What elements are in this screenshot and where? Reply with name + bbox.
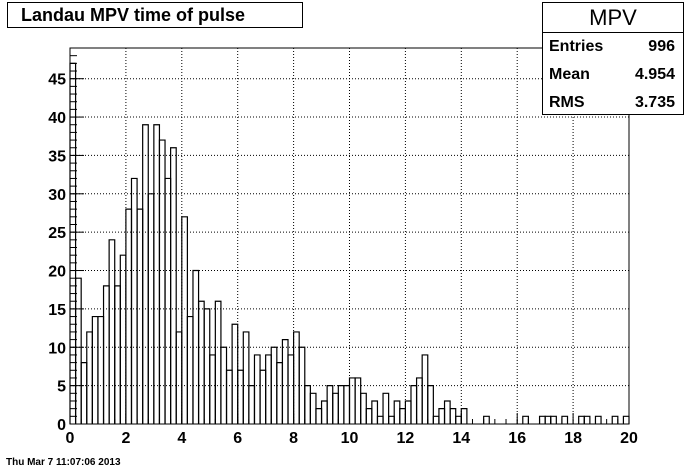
y-tick-label: 0: [57, 417, 66, 434]
histogram-bin: [242, 331, 250, 424]
histogram-bin: [427, 385, 434, 424]
histogram-bin: [69, 62, 77, 424]
x-tick-label: 12: [397, 430, 415, 447]
histogram-bin: [382, 392, 390, 424]
histogram-bin: [483, 415, 490, 424]
y-tick-label: 45: [48, 72, 66, 89]
histogram-bin: [522, 415, 529, 424]
stats-row-rms: RMS 3.735: [543, 89, 683, 117]
stats-row-entries: Entries 996: [543, 33, 683, 61]
x-tick-label: 8: [289, 430, 298, 447]
x-tick-label: 20: [620, 430, 638, 447]
histogram-bin: [170, 147, 177, 424]
histogram-bin: [550, 415, 557, 424]
histogram-bin: [611, 415, 619, 424]
histogram-bin: [622, 415, 630, 424]
stats-mean-label: Mean: [549, 66, 590, 83]
chart-title: Landau MPV time of pulse: [7, 2, 303, 28]
histogram-bin: [460, 408, 468, 424]
stats-entries-value: 996: [648, 38, 675, 55]
y-tick-label: 20: [48, 264, 66, 281]
y-tick-label: 10: [48, 340, 66, 357]
histogram-bin: [594, 415, 602, 424]
histogram-bin: [371, 400, 379, 424]
y-tick-label: 5: [57, 379, 66, 396]
x-tick-label: 16: [508, 430, 526, 447]
plot-area: [70, 48, 629, 424]
y-tick-label: 35: [48, 148, 66, 165]
histogram-bin: [74, 277, 82, 424]
x-tick-label: 18: [564, 430, 582, 447]
stats-box: MPV Entries 996 Mean 4.954 RMS 3.735: [542, 2, 684, 115]
histogram-bin: [583, 415, 591, 424]
stats-rms-label: RMS: [549, 94, 585, 111]
x-tick-label: 6: [233, 430, 242, 447]
stats-mean-value: 4.954: [634, 66, 675, 83]
stats-rms-value: 3.735: [634, 94, 675, 111]
x-tick-label: 10: [341, 430, 359, 447]
x-tick-label: 14: [452, 430, 470, 447]
stats-entries-label: Entries: [549, 38, 604, 55]
stats-histogram-name: MPV: [543, 3, 683, 33]
histogram-bin: [561, 415, 569, 424]
stats-row-mean: Mean 4.954: [543, 61, 683, 89]
y-tick-label: 30: [48, 187, 66, 204]
footer-timestamp: Thu Mar 7 11:07:06 2013: [6, 457, 121, 468]
y-tick-label: 25: [48, 225, 66, 242]
y-tick-label: 15: [48, 302, 66, 319]
x-tick-label: 4: [177, 430, 186, 447]
y-tick-label: 40: [48, 110, 66, 127]
x-tick-label: 2: [121, 430, 130, 447]
x-tick-label: 0: [66, 430, 75, 447]
